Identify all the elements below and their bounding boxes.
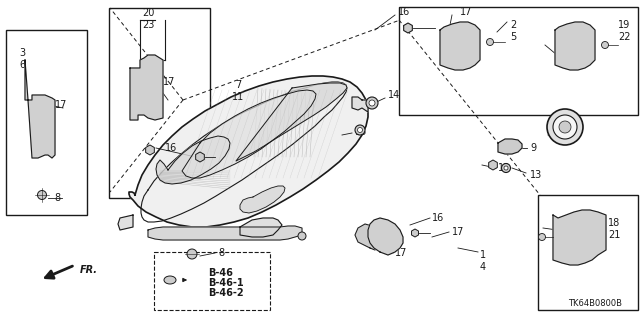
Text: 17: 17 [560,225,572,235]
Text: 16: 16 [165,143,177,153]
Circle shape [547,109,583,145]
Text: B-46-2: B-46-2 [208,288,244,298]
Text: 7
11: 7 11 [232,80,244,101]
Polygon shape [129,76,368,227]
Polygon shape [368,218,403,255]
Circle shape [355,125,365,135]
Text: 16: 16 [398,7,410,17]
Circle shape [553,115,577,139]
Text: 10: 10 [565,123,577,133]
Ellipse shape [164,276,176,284]
Text: B-46: B-46 [208,268,233,278]
Text: 2
5: 2 5 [510,20,516,41]
Text: 17: 17 [460,7,472,17]
Circle shape [602,41,609,48]
Text: 8: 8 [54,193,60,203]
Polygon shape [182,90,316,178]
Polygon shape [352,97,368,112]
Polygon shape [236,83,347,161]
Text: 17: 17 [55,100,67,110]
Text: 19
22: 19 22 [618,20,630,41]
Circle shape [369,100,375,106]
Bar [399,7,638,115]
Text: 1
4: 1 4 [480,250,486,271]
Circle shape [538,234,545,241]
Polygon shape [553,210,606,265]
Text: 16: 16 [432,213,444,223]
Text: 8: 8 [218,248,224,258]
Text: 14: 14 [388,90,400,100]
Circle shape [38,190,47,199]
Circle shape [502,164,511,173]
Text: 17: 17 [163,77,175,87]
Text: 17: 17 [452,227,465,237]
Text: 12: 12 [498,163,510,173]
Text: 13: 13 [530,170,542,180]
Circle shape [358,128,362,132]
Polygon shape [130,55,163,120]
Circle shape [187,249,197,259]
Bar [154,252,270,310]
Text: 18
21: 18 21 [608,218,620,240]
Bar [538,195,638,310]
Text: B-46-1: B-46-1 [208,278,244,288]
Circle shape [298,232,306,240]
Polygon shape [555,22,595,70]
Text: 9: 9 [530,143,536,153]
Polygon shape [355,224,382,250]
Text: TK64B0800B: TK64B0800B [568,299,622,308]
Text: 15: 15 [355,127,367,137]
Polygon shape [148,226,302,240]
Polygon shape [240,186,285,213]
Text: 17: 17 [395,248,408,258]
Bar [109,8,210,198]
Text: 3
6: 3 6 [19,48,25,70]
Text: FR.: FR. [80,265,98,275]
Polygon shape [240,218,282,237]
Text: 20
23: 20 23 [142,8,154,30]
Text: 17: 17 [560,50,572,60]
Circle shape [366,97,378,109]
Bar [6,30,87,215]
Polygon shape [118,215,133,230]
Polygon shape [25,60,55,158]
Circle shape [559,121,571,133]
Polygon shape [498,139,522,154]
Polygon shape [440,22,480,70]
Polygon shape [156,136,230,184]
Circle shape [486,39,493,46]
Circle shape [504,166,508,170]
